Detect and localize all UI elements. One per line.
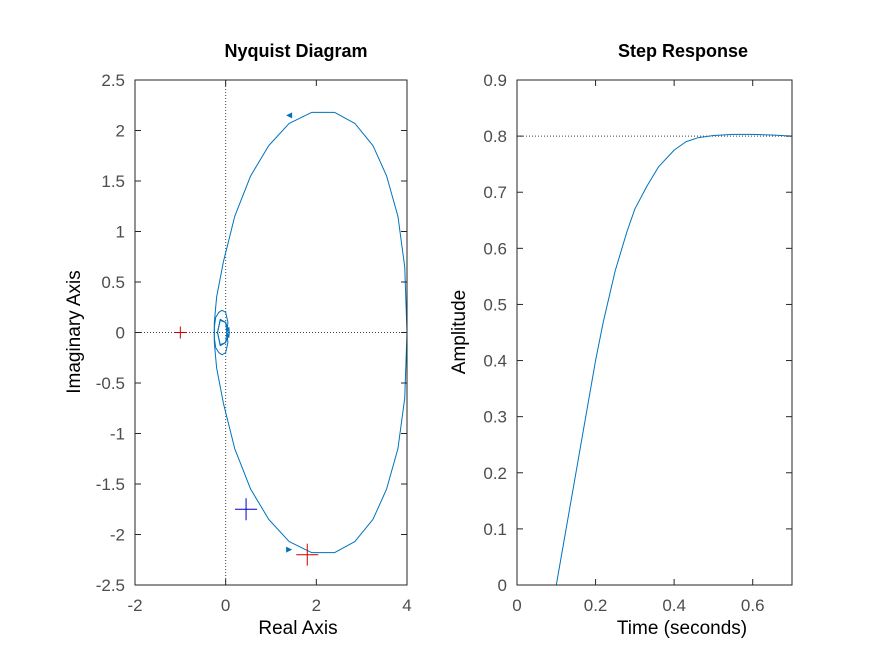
nyquist-marker-3 xyxy=(296,543,319,566)
nyquist-ytick-label: 0 xyxy=(116,324,125,343)
step-title: Step Response xyxy=(618,41,748,61)
step-ytick-label: 0.6 xyxy=(483,239,507,258)
step-xtick-label: 0 xyxy=(512,596,521,615)
nyquist-ytick-label: 1 xyxy=(116,223,125,242)
nyquist-ytick-label: -1.5 xyxy=(96,475,125,494)
nyquist-ytick-label: -2 xyxy=(110,526,125,545)
nyquist-marker-1 xyxy=(174,326,187,339)
nyquist-ticks: -2 0 2 4-2.5-2-1.5-1-0.500.511.522.5 xyxy=(96,71,412,615)
nyquist-xtick-label: 0 xyxy=(221,596,230,615)
step-plot-box xyxy=(516,79,793,586)
step-ytick-label: 0.5 xyxy=(483,295,507,314)
step-ytick-label: 0.9 xyxy=(483,71,507,90)
nyquist-ylabel: Imaginary Axis xyxy=(64,270,85,394)
nyquist-xlabel: Real Axis xyxy=(258,618,337,639)
step-ylabel: Amplitude xyxy=(449,290,470,375)
nyquist-ytick-label: -0.5 xyxy=(96,374,125,393)
step-xtick-label: 0.6 xyxy=(741,596,765,615)
nyquist-markers xyxy=(174,326,319,566)
nyquist-series-2 xyxy=(213,309,408,554)
nyquist-xtick-label: 2 xyxy=(312,596,321,615)
nyquist-ytick-label: 0.5 xyxy=(101,273,125,292)
step-series-1 xyxy=(517,133,793,586)
step-ytick-label: 0.7 xyxy=(483,183,507,202)
step-ticks: 0 0.2 0.4 0.6 0 0.1 0.2 0.3 0.4 0.5 0.6 0.7 0.8 0.9 xyxy=(483,71,792,615)
step-xlabel: Time (seconds) xyxy=(617,618,747,639)
step-ytick-label: 0.1 xyxy=(483,520,507,539)
nyquist-ytick-label: 1.5 xyxy=(101,172,125,191)
nyquist-direction-arrows xyxy=(286,112,293,553)
nyquist-direction-arrow xyxy=(286,112,293,119)
step-ytick-label: 0.2 xyxy=(483,464,507,483)
nyquist-ytick-label: -2.5 xyxy=(96,576,125,595)
step-ytick-label: 0.8 xyxy=(483,127,507,146)
step-ytick-label: 0 xyxy=(498,576,507,595)
step-xtick-label: 0.4 xyxy=(662,596,686,615)
nyquist-xtick-label: -2 xyxy=(127,596,142,615)
nyquist-ytick-label: 2 xyxy=(116,122,125,141)
nyquist-xtick-label: 4 xyxy=(402,596,411,615)
nyquist-axes: Nyquist Diagram -2 0 2 4-2.5-2-1.5-1-0.500.… xyxy=(64,41,412,639)
step-xtick-label: 0.2 xyxy=(584,596,608,615)
nyquist-series-1 xyxy=(213,111,408,356)
nyquist-title: Nyquist Diagram xyxy=(224,41,367,61)
step-curve xyxy=(517,133,793,586)
step-ytick-label: 0.3 xyxy=(483,408,507,427)
nyquist-curves xyxy=(213,111,408,554)
step-ytick-label: 0.4 xyxy=(483,352,507,371)
nyquist-ytick-label: -1 xyxy=(110,425,125,444)
nyquist-marker-2 xyxy=(235,498,258,521)
step-axes: Step Response 0 0.2 0.4 0.6 0 0.1 0.2 0.3 0.4 0.5… xyxy=(449,41,793,639)
nyquist-direction-arrow xyxy=(286,546,293,553)
nyquist-ytick-label: 2.5 xyxy=(101,71,125,90)
